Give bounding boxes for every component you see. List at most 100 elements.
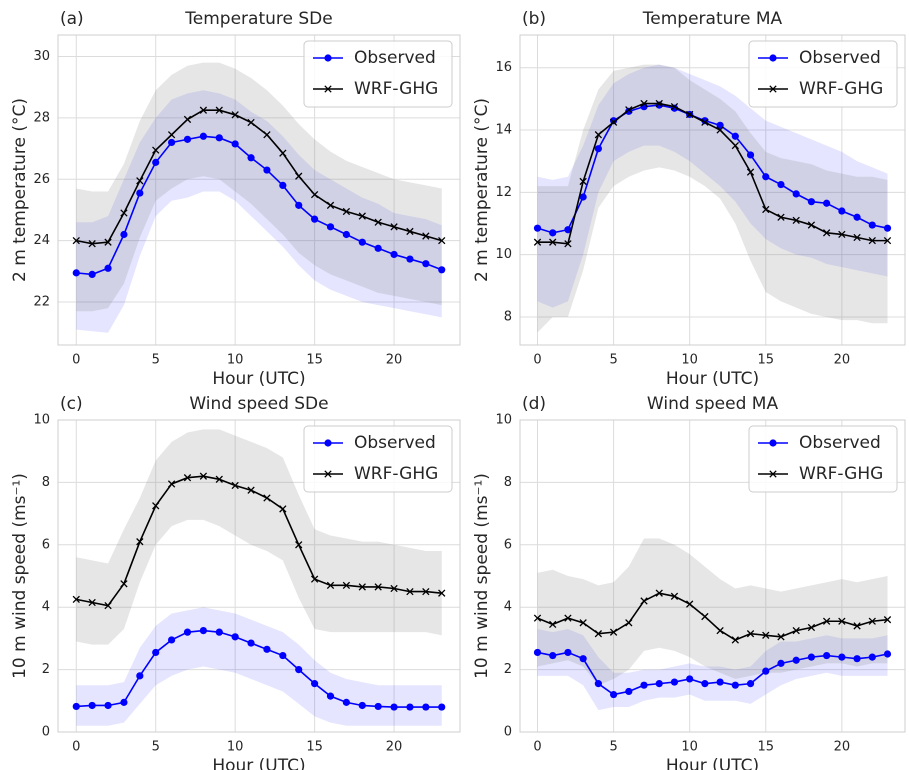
point	[533, 238, 542, 246]
point	[342, 698, 350, 706]
point	[88, 240, 96, 248]
chart-title: Wind speed SDe	[189, 394, 328, 414]
point	[838, 653, 846, 661]
point	[777, 180, 785, 189]
point	[853, 622, 861, 630]
x-tick-label: 0	[72, 740, 80, 755]
point	[231, 481, 239, 490]
point	[777, 659, 785, 667]
point	[594, 680, 602, 688]
point	[422, 703, 430, 711]
point	[231, 111, 239, 119]
point	[358, 583, 366, 591]
series-line	[537, 102, 888, 245]
point	[609, 118, 618, 126]
point	[406, 227, 414, 236]
y-tick-label: 16	[495, 60, 512, 75]
point	[120, 698, 128, 706]
x-tick-label: 15	[757, 740, 774, 755]
point	[215, 134, 223, 142]
point	[152, 146, 160, 154]
y-tick-label: 26	[33, 172, 50, 187]
y-tick-label: 2	[504, 662, 512, 677]
point	[390, 250, 398, 259]
point	[136, 177, 144, 185]
point	[807, 623, 816, 632]
point	[295, 172, 303, 180]
point	[342, 230, 350, 239]
chart-title: Wind speed MA	[647, 394, 779, 414]
point	[762, 631, 770, 639]
x-axis-label: Hour (UTC)	[666, 756, 759, 770]
point	[746, 630, 755, 638]
x-tick-label: 15	[757, 353, 774, 368]
band	[76, 90, 442, 333]
point	[390, 584, 398, 593]
point	[655, 101, 663, 109]
axes-frame	[57, 419, 461, 733]
axes-frame	[519, 419, 906, 733]
point	[625, 687, 633, 696]
point	[533, 224, 542, 232]
point	[822, 229, 831, 237]
point	[609, 117, 618, 125]
band	[537, 64, 888, 333]
point	[549, 229, 557, 237]
point	[406, 703, 414, 711]
point	[199, 627, 207, 635]
point	[640, 597, 648, 605]
point	[792, 656, 800, 664]
point	[564, 648, 572, 657]
y-tick-label: 22	[33, 295, 50, 310]
x-tick-label: 5	[609, 353, 617, 368]
point	[183, 135, 192, 143]
x-tick-label: 15	[306, 353, 323, 368]
legend-marker	[324, 85, 332, 93]
y-tick-label: 28	[33, 110, 50, 125]
point	[762, 173, 770, 181]
point	[807, 221, 816, 229]
point	[326, 223, 335, 231]
legend-label: Observed	[354, 48, 436, 68]
point	[183, 474, 192, 482]
point	[579, 177, 587, 186]
band	[537, 538, 888, 686]
point	[215, 475, 223, 483]
y-axis-label: 10 m wind speed (ms⁻¹)	[472, 473, 492, 679]
point	[263, 131, 271, 139]
point	[104, 264, 112, 272]
point	[374, 218, 382, 226]
y-tick-label: 12	[495, 185, 512, 200]
point	[670, 678, 679, 686]
point	[792, 626, 800, 635]
point	[655, 589, 663, 597]
point	[594, 145, 602, 153]
point	[549, 651, 557, 660]
legend-label: WRF-GHG	[799, 464, 883, 484]
panel: 0 5 10 15 20 0 2 4 6 8 10 (d) Wind speed MA Hour (UTC…	[472, 394, 906, 770]
point	[579, 655, 587, 663]
y-axis-label: 2 m temperature (°C)	[10, 98, 30, 282]
band	[76, 607, 442, 726]
point	[374, 702, 382, 711]
band	[76, 62, 442, 312]
y-tick-label: 0	[504, 725, 512, 740]
point	[822, 617, 831, 625]
point	[88, 701, 96, 710]
point	[152, 502, 160, 510]
point	[533, 614, 542, 622]
point	[823, 199, 831, 207]
x-tick-label: 20	[834, 740, 851, 755]
point	[136, 672, 144, 680]
y-tick-label: 10	[33, 413, 50, 428]
point	[120, 580, 128, 588]
point	[183, 628, 192, 636]
point	[868, 221, 876, 229]
point	[326, 201, 335, 210]
point	[279, 651, 287, 660]
x-tick-label: 10	[681, 740, 698, 755]
point	[422, 260, 430, 268]
point	[152, 158, 160, 166]
panel-label: (b)	[522, 9, 546, 29]
x-tick-label: 5	[152, 740, 160, 755]
